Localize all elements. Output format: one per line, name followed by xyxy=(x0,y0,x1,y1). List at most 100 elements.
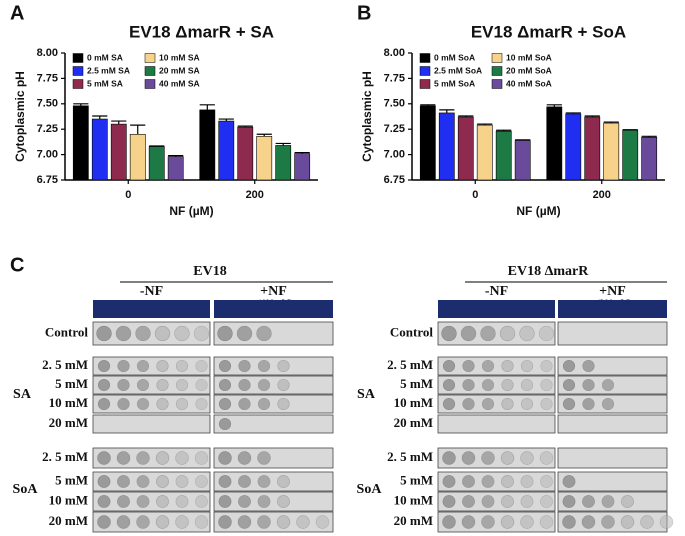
y-tick-label: 6.75 xyxy=(384,174,405,186)
growth-spot xyxy=(296,515,310,529)
plate-strip xyxy=(92,471,211,492)
growth-spot xyxy=(156,359,169,373)
plate-strip xyxy=(213,394,334,414)
error-bar xyxy=(622,129,638,131)
bar xyxy=(218,120,235,181)
growth-spot xyxy=(97,378,111,392)
growth-spot xyxy=(175,359,189,373)
plate-strip xyxy=(92,414,211,434)
error-bar xyxy=(256,133,272,137)
growth-spot xyxy=(195,378,208,392)
growth-spot xyxy=(156,397,169,411)
growth-spot xyxy=(257,451,271,465)
legend-label: 2.5 mM SA xyxy=(87,65,130,75)
growth-spot xyxy=(620,515,635,529)
error-bar xyxy=(168,155,184,157)
growth-spot xyxy=(218,475,232,488)
legend-label: 40 mM SoA xyxy=(506,78,552,88)
plate-strip xyxy=(213,375,334,395)
growth-spot xyxy=(117,378,130,392)
error-bar xyxy=(641,135,657,138)
row-label: Control xyxy=(45,324,88,339)
growth-spot xyxy=(582,495,595,508)
y-axis-label: Cytoplasmic pH xyxy=(13,71,27,162)
growth-spot xyxy=(136,451,150,465)
x-tick-label: 0 xyxy=(472,189,478,201)
growth-spot xyxy=(540,397,553,411)
growth-spot xyxy=(276,515,291,529)
bar xyxy=(91,118,108,181)
error-bar xyxy=(584,115,600,118)
growth-spot xyxy=(500,515,515,529)
error-bar xyxy=(420,104,436,106)
growth-spot xyxy=(442,475,456,488)
growth-spot xyxy=(499,325,516,342)
row-label: 10 mM xyxy=(394,492,433,507)
growth-spot xyxy=(194,451,209,465)
growth-spot xyxy=(539,515,554,529)
plate-strip xyxy=(557,321,668,346)
y-tick-label: 7.00 xyxy=(384,149,405,161)
bar xyxy=(294,153,311,181)
growth-spot xyxy=(156,495,169,508)
bar xyxy=(584,116,601,181)
growth-spot xyxy=(218,378,232,392)
plate-strip xyxy=(437,414,556,434)
condition-label: -NF xyxy=(485,284,508,299)
growth-spot xyxy=(238,397,251,411)
growth-spot xyxy=(659,515,674,529)
group-title: EV18 ΔmarR xyxy=(508,264,590,279)
error-bar xyxy=(73,103,89,106)
growth-spot xyxy=(540,475,553,488)
growth-spot xyxy=(175,475,189,488)
bar xyxy=(256,136,273,181)
row-label: 10 mM xyxy=(49,395,88,410)
growth-spot xyxy=(195,359,208,373)
plate-strip xyxy=(437,394,556,414)
error-bar xyxy=(130,124,146,135)
growth-spot xyxy=(621,495,634,508)
growth-spot xyxy=(540,495,553,508)
plate-strip xyxy=(213,491,334,512)
growth-spot xyxy=(218,359,232,373)
growth-spot xyxy=(520,515,534,529)
y-axis-label: Cytoplasmic pH xyxy=(360,71,374,162)
growth-spot xyxy=(238,359,251,373)
growth-spot xyxy=(136,495,150,508)
x-axis-label: NF (µM) xyxy=(516,204,560,218)
dilution-wedge xyxy=(214,300,333,318)
growth-spot xyxy=(117,495,130,508)
growth-spot xyxy=(156,378,169,392)
growth-spot xyxy=(236,325,253,342)
growth-spot xyxy=(97,515,111,529)
bar xyxy=(129,133,146,181)
error-bar xyxy=(496,129,512,132)
growth-spot xyxy=(540,359,553,373)
error-bar xyxy=(149,145,165,147)
growth-spot xyxy=(193,325,210,342)
error-bar xyxy=(546,104,562,107)
panel-label: C xyxy=(10,254,24,276)
growth-spot xyxy=(520,495,534,508)
bar xyxy=(72,105,89,181)
plate-strip xyxy=(213,414,334,434)
growth-spot xyxy=(195,495,208,508)
growth-spot xyxy=(501,397,514,411)
growth-spot xyxy=(117,397,130,411)
legend-label: 40 mM SA xyxy=(159,78,200,88)
growth-spot xyxy=(97,359,111,373)
growth-spot xyxy=(501,495,514,508)
growth-spot xyxy=(462,378,475,392)
growth-spot xyxy=(562,359,576,373)
row-label: 10 mM xyxy=(49,492,88,507)
growth-spot xyxy=(136,378,150,392)
growth-spot xyxy=(562,378,576,392)
legend-swatch xyxy=(144,53,156,63)
growth-spot xyxy=(562,475,576,488)
growth-spot xyxy=(218,417,232,431)
plate-strip xyxy=(213,511,334,533)
legend-swatch xyxy=(419,53,431,63)
x-axis-label: NF (µM) xyxy=(169,204,213,218)
growth-spot xyxy=(257,495,271,508)
y-tick-label: 8.00 xyxy=(384,47,405,59)
